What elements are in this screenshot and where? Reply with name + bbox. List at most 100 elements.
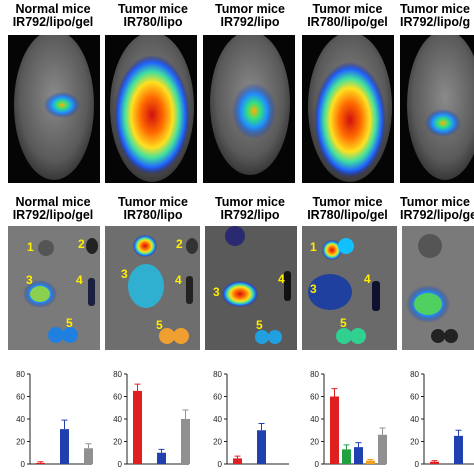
heart-2 [133,235,157,257]
organ-num-1-5: 5 [66,316,73,330]
kidney-3a [255,330,269,344]
bar [84,448,93,464]
organ-image-strip [8,226,474,350]
bar [60,429,69,464]
kidney-3b [268,330,282,344]
fluorescence-2 [114,55,190,175]
liver-1-core [30,286,50,302]
top-label-4-line1: Tumor mice [312,2,383,16]
bar [157,452,166,464]
y-tick-label: 40 [213,415,222,424]
mid-label-5: Tumor mice IR792/lipo/ge [400,196,474,222]
organ-num-3-3: 3 [213,285,220,299]
bar [354,447,363,464]
y-tick-label: 0 [415,460,420,469]
y-tick-label: 60 [410,393,419,402]
y-tick-label: 20 [410,438,419,447]
heart-5 [418,234,442,258]
y-tick-label: 60 [310,393,319,402]
heart-4 [322,240,342,260]
top-label-2: Tumor mice IR780/lipo [108,3,198,29]
organ-num-2-2: 2 [176,237,183,251]
y-tick-label: 20 [113,438,122,447]
lung-4 [338,238,354,254]
y-tick-label: 60 [213,393,222,402]
y-tick-label: 0 [315,460,320,469]
top-label-5-line1: Tumor mice [400,2,470,16]
top-label-5: Tumor mice IR792/lipo/g [400,3,474,29]
y-tick-label: 0 [218,460,223,469]
top-label-3-line2: IR792/lipo [220,15,280,29]
liver-5-core [414,293,442,315]
lung-1 [86,238,98,254]
mid-label-4-line1: Tumor mice [312,195,383,209]
organ-num-1-4: 4 [76,273,83,287]
bar [330,396,339,464]
y-tick-label: 60 [16,393,25,402]
y-tick-label: 20 [213,438,222,447]
bar [378,434,387,464]
bar [133,390,142,464]
organ-num-3-5: 5 [256,318,263,332]
liver-3 [222,281,258,307]
top-label-4: Tumor mice IR780/lipo/gel [300,3,395,29]
kidney-1b [62,327,78,343]
mid-label-3-line1: Tumor mice [215,195,285,209]
top-label-5-line2: IR792/lipo/g [400,15,471,29]
bar [36,462,45,464]
lung-2 [186,238,198,254]
fluorescence-3 [232,83,276,139]
top-label-1-line2: IR792/lipo/gel [12,15,94,29]
heart-1 [38,240,54,256]
y-tick-label: 20 [310,438,319,447]
mid-label-5-line1: Tumor mice [400,195,470,209]
organ-num-2-4: 4 [175,273,182,287]
bar-chart-2: 0 20 40 60 80 [113,370,190,469]
organ-num-4-3: 3 [310,282,317,296]
heart-3 [225,226,245,246]
organ-num-4-1: 1 [310,240,317,254]
mid-label-5-line2: IR792/lipo/ge [400,208,474,222]
organ-num-2-5: 5 [156,318,163,332]
top-label-2-line1: Tumor mice [118,2,188,16]
y-tick-label: 40 [310,415,319,424]
spleen-3 [284,271,291,301]
y-tick-label: 0 [21,460,26,469]
y-tick-label: 80 [113,370,122,379]
mid-label-4: Tumor mice IR780/lipo/gel [300,196,395,222]
y-tick-label: 20 [16,438,25,447]
kidney-4b [350,328,366,344]
top-label-2-line2: IR780/lipo [123,15,183,29]
liver-4 [308,274,352,310]
y-tick-label: 0 [118,460,123,469]
bar-chart-5: 0 20 40 60 80 [410,370,474,469]
y-tick-label: 40 [410,415,419,424]
kidney-5a [431,329,445,343]
top-label-3-line1: Tumor mice [215,2,285,16]
mid-label-4-line2: IR780/lipo/gel [307,208,388,222]
bar-chart-3: 0 20 40 60 80 [213,370,289,469]
y-tick-label: 40 [16,415,25,424]
kidney-2a [159,328,175,344]
bar [454,435,463,464]
bar [181,419,190,464]
liver-2 [128,264,164,308]
bar [342,449,351,464]
top-image-strip [8,35,474,183]
mid-label-3-line2: IR792/lipo [220,208,280,222]
kidney-2b [173,328,189,344]
y-tick-label: 80 [16,370,25,379]
y-tick-label: 80 [410,370,419,379]
organ-num-3-4: 4 [278,272,285,286]
bar [257,430,266,464]
bar [233,458,242,464]
spleen-4 [372,281,380,311]
y-tick-label: 80 [213,370,222,379]
y-tick-label: 80 [310,370,319,379]
bar-chart-1: 0 20 40 60 80 [16,370,93,469]
y-tick-label: 40 [113,415,122,424]
bar [366,460,375,464]
kidney-1a [48,327,64,343]
top-label-1: Normal mice IR792/lipo/gel [8,3,98,29]
organ-num-1-1: 1 [27,240,34,254]
